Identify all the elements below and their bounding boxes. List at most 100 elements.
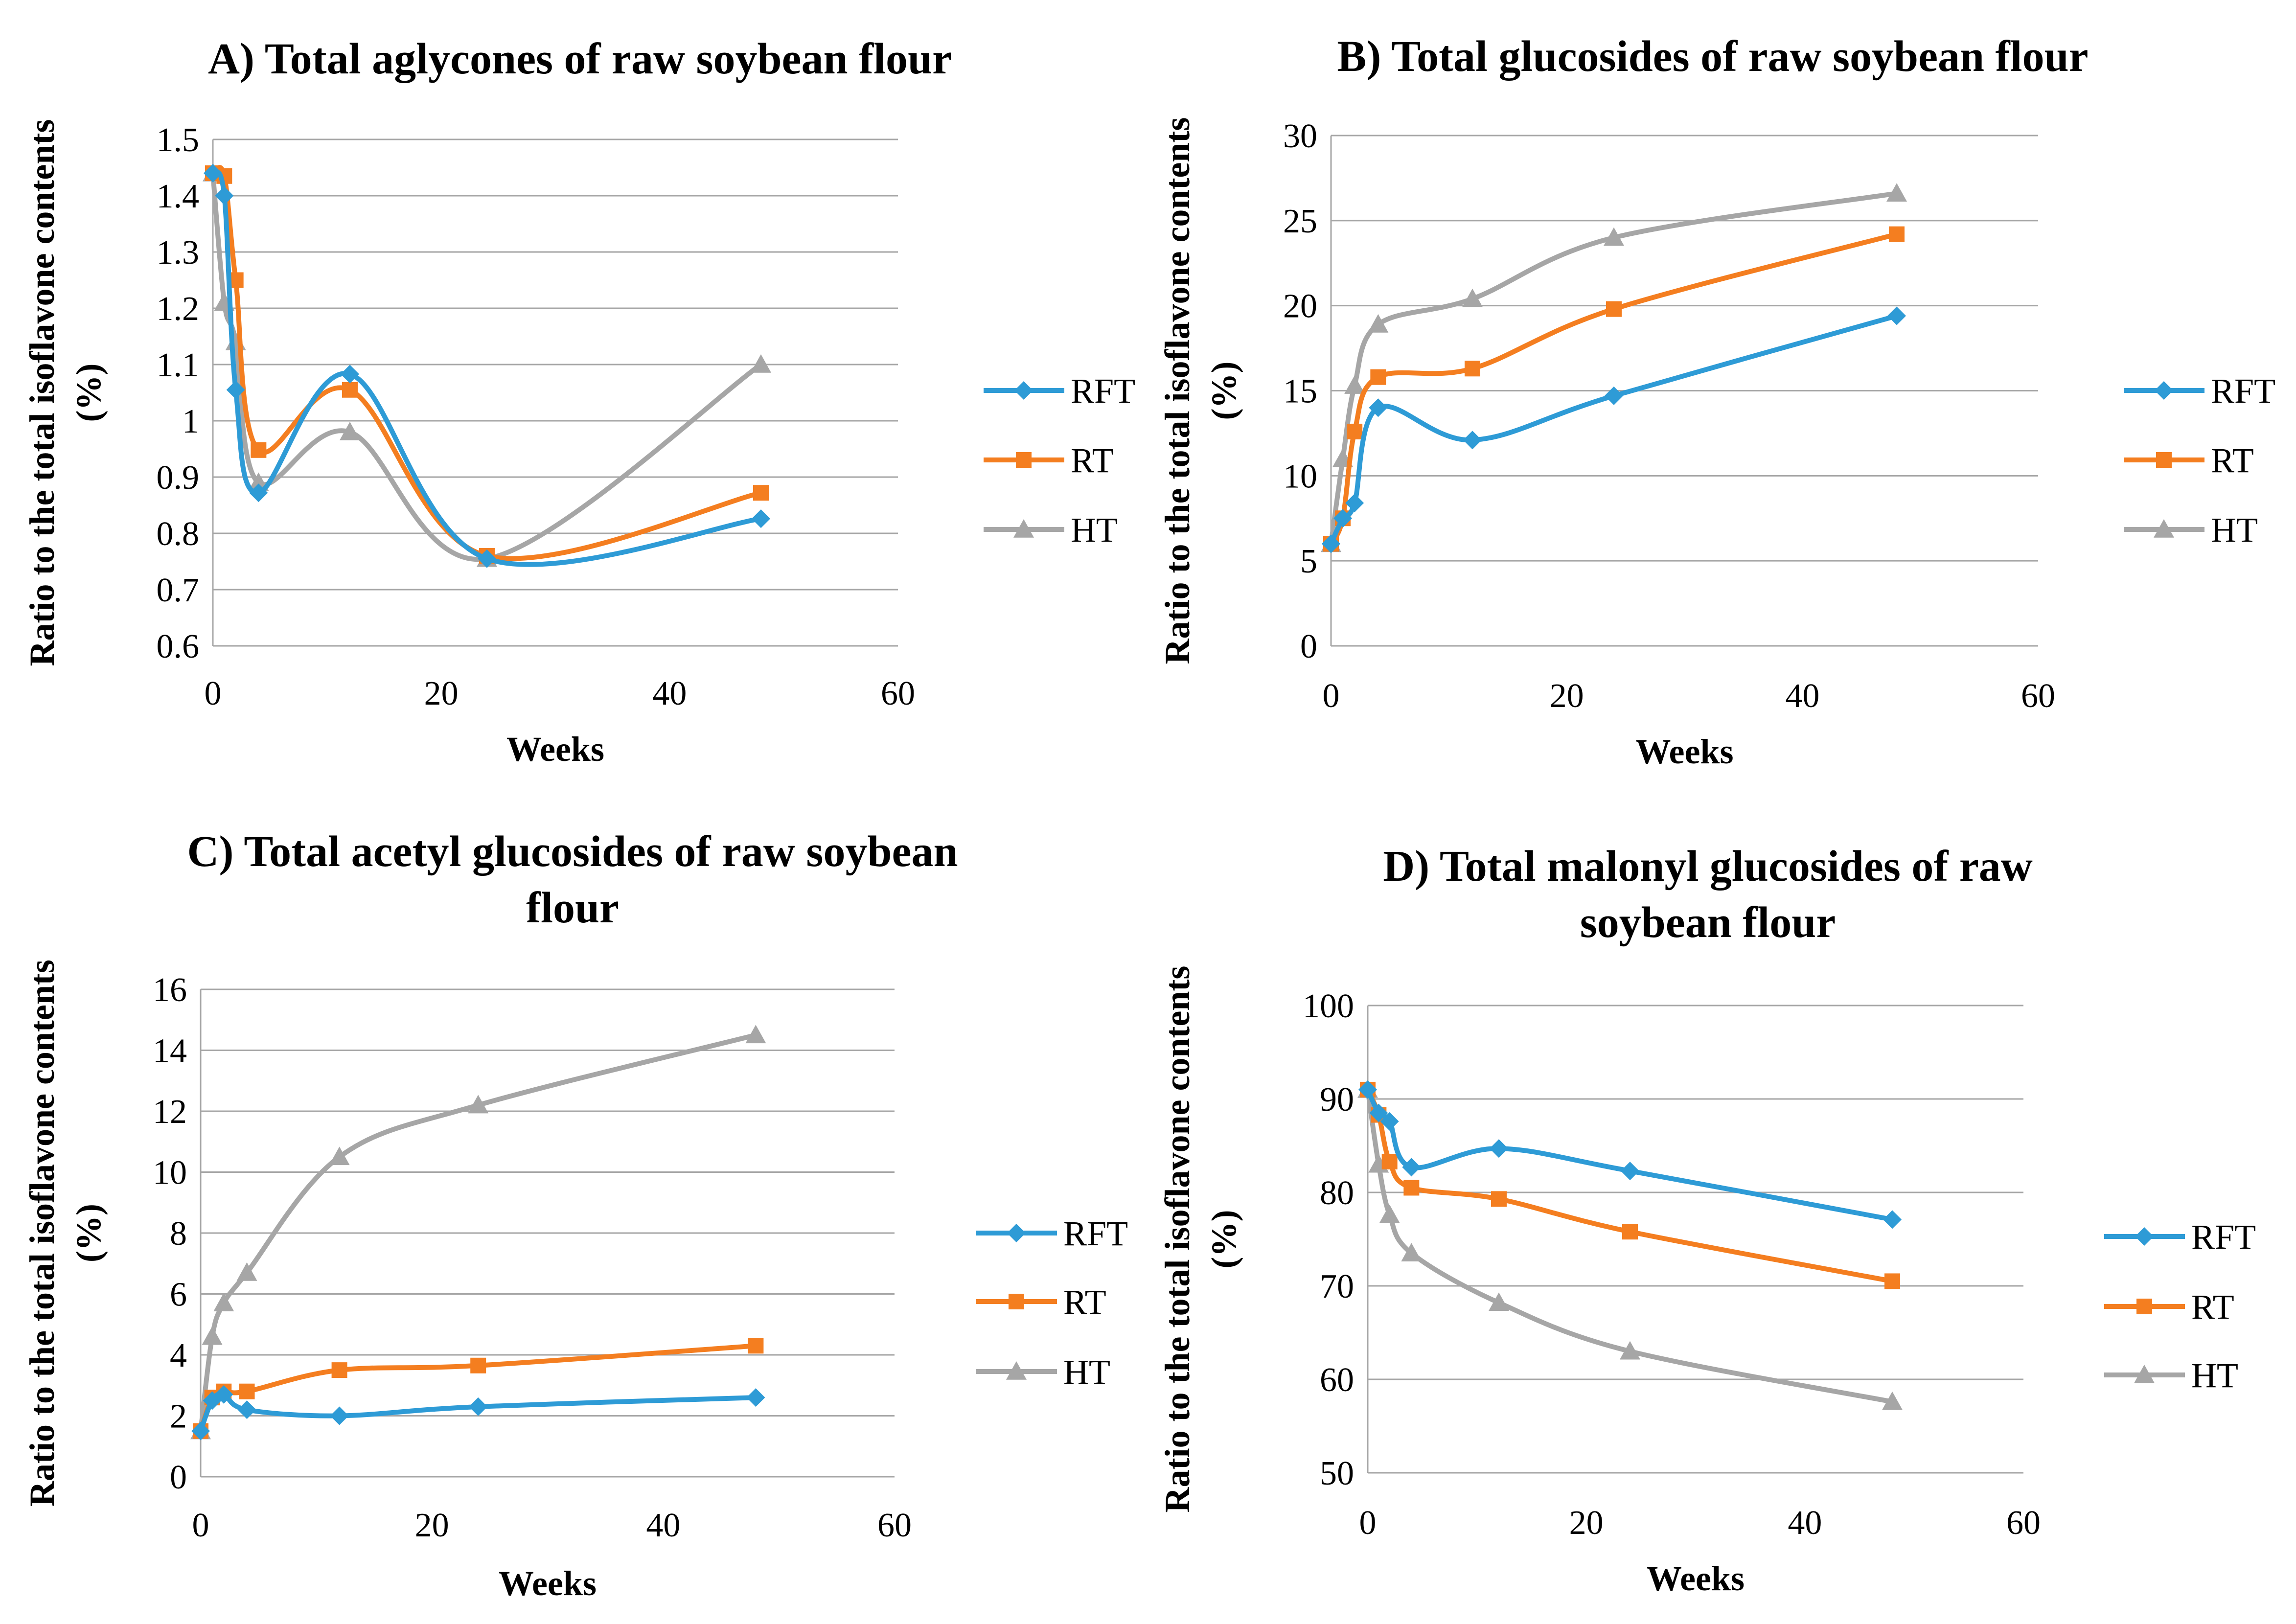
chart-a-x-axis-title: Weeks	[506, 730, 604, 769]
chart-d-y-tick-label: 60	[1320, 1361, 1354, 1399]
chart-a-line-rft	[210, 170, 763, 567]
chart-b-point-rft	[1605, 386, 1623, 405]
chart-c-x-tick-label: 0	[192, 1507, 209, 1544]
chart-b: B) Total glucosides of raw soybean flour…	[1158, 32, 2275, 771]
chart-a-y-tick-label: 1.3	[157, 234, 200, 272]
chart-d-x-tick-label: 40	[1788, 1504, 1822, 1542]
chart-c-point-rt	[470, 1357, 486, 1373]
chart-c-x-axis-title: Weeks	[499, 1564, 597, 1603]
legend-label: HT	[1063, 1352, 1110, 1392]
chart-a-point-rt	[342, 382, 358, 398]
chart-d-y-axis-title: Ratio to the total isoflavone contents	[1158, 966, 1197, 1513]
chart-b-point-ht	[1462, 288, 1483, 307]
chart-d-x-tick-label: 60	[2006, 1504, 2041, 1542]
chart-c-point-rft	[214, 1385, 233, 1404]
chart-b-y-tick-label: 15	[1283, 373, 1317, 411]
legend-marker	[2136, 1299, 2152, 1314]
chart-d-legend-entry-rt: RT	[2104, 1287, 2234, 1327]
chart-d-point-rt	[1403, 1180, 1420, 1196]
chart-c-y-tick-label: 2	[170, 1398, 187, 1436]
chart-b-line-ht	[1329, 191, 1899, 547]
chart-b-point-rt	[1889, 226, 1905, 242]
chart-d-point-rft	[1369, 1103, 1388, 1122]
chart-a-title-line: A) Total aglycones of raw soybean flour	[208, 35, 952, 83]
chart-d-y-axis-title: (%)	[1204, 1210, 1243, 1269]
chart-b-y-tick-label: 10	[1283, 457, 1317, 495]
chart-c-point-rft	[746, 1388, 765, 1407]
chart-d-point-rt	[1381, 1153, 1398, 1169]
chart-b-point-rt	[1347, 423, 1363, 439]
chart-b-point-ht	[1344, 375, 1365, 394]
chart-d-point-rft	[1380, 1112, 1399, 1131]
chart-b-y-tick-label: 20	[1283, 288, 1317, 325]
chart-d-x-axis-title: Weeks	[1647, 1559, 1745, 1598]
legend-label: RFT	[2211, 371, 2275, 411]
legend-marker	[1016, 452, 1032, 468]
chart-d-legend-entry-rft: RFT	[2104, 1217, 2256, 1257]
chart-b-x-tick-label: 0	[1323, 677, 1340, 715]
chart-a-y-tick-label: 1.4	[157, 178, 200, 215]
chart-b-x-tick-label: 60	[2021, 677, 2055, 715]
chart-c-point-rft	[469, 1397, 488, 1416]
chart-a-y-tick-label: 1.1	[157, 346, 200, 384]
chart-d-line-rft	[1365, 1087, 1895, 1222]
chart-b-line-rt	[1329, 231, 1899, 547]
chart-d-point-ht	[1620, 1341, 1640, 1360]
chart-c-legend-entry-ht: HT	[976, 1352, 1110, 1392]
chart-c-point-ht	[213, 1293, 234, 1311]
chart-d-title-line: soybean flour	[1580, 898, 1836, 947]
chart-b-point-rt	[1370, 369, 1386, 385]
chart-c-point-ht	[202, 1326, 223, 1345]
chart-c: C) Total acetyl glucosides of raw soybea…	[23, 827, 1128, 1603]
chart-a-y-tick-label: 1	[182, 403, 199, 440]
chart-a-point-rft	[752, 509, 770, 528]
chart-c-point-ht	[468, 1095, 489, 1114]
legend-marker	[1009, 1294, 1024, 1309]
chart-b-point-rt	[1465, 361, 1480, 377]
chart-d-y-tick-label: 50	[1320, 1455, 1354, 1492]
chart-c-point-rt	[331, 1362, 347, 1378]
chart-d-y-tick-label: 80	[1320, 1174, 1354, 1212]
chart-b-legend-entry-rft: RFT	[2124, 371, 2275, 411]
legend-label: RFT	[1071, 371, 1135, 411]
chart-b-x-tick-label: 40	[1785, 677, 1819, 715]
chart-b-line-rft	[1329, 313, 1899, 547]
chart-b-point-rft	[1463, 431, 1482, 450]
legend-marker	[1006, 1361, 1027, 1380]
chart-c-series-ht	[190, 1025, 766, 1440]
chart-d-series-rt	[1360, 1081, 1900, 1289]
legend-label: RT	[2211, 441, 2254, 480]
chart-a-line-rt	[210, 165, 763, 561]
chart-a-point-ht	[225, 332, 246, 350]
chart-a-point-rft	[215, 186, 234, 205]
chart-a-y-tick-label: 0.7	[157, 572, 200, 609]
chart-b-x-axis-title: Weeks	[1635, 732, 1733, 771]
chart-b-point-ht	[1604, 227, 1624, 246]
chart-a-y-tick-label: 0.8	[157, 515, 200, 553]
chart-c-y-tick-label: 14	[153, 1032, 187, 1070]
chart-c-y-axis-title: (%)	[69, 1204, 108, 1262]
chart-a-point-rft	[478, 549, 496, 568]
chart-a-point-rt	[251, 442, 267, 458]
chart-a-x-tick-label: 60	[881, 675, 915, 712]
chart-c-y-tick-label: 12	[153, 1093, 187, 1131]
chart-d-y-tick-label: 70	[1320, 1268, 1354, 1305]
chart-a-point-ht	[751, 354, 771, 373]
chart-c-x-tick-label: 20	[415, 1507, 449, 1544]
chart-c-point-ht	[236, 1262, 257, 1281]
legend-label: HT	[2191, 1356, 2238, 1395]
chart-c-x-tick-label: 40	[646, 1507, 680, 1544]
legend-label: RFT	[2191, 1217, 2256, 1257]
chart-b-series-ht	[1321, 183, 1907, 552]
chart-a-line-ht	[210, 171, 763, 562]
chart-a-y-tick-label: 0.6	[157, 628, 200, 665]
legend-label: RT	[1071, 441, 1114, 480]
chart-a-point-rft	[204, 164, 222, 183]
chart-b-point-rft	[1887, 306, 1906, 325]
chart-a-y-axis-title: Ratio to the total isoflavone contents	[23, 119, 62, 666]
chart-a-point-rft	[249, 483, 268, 503]
chart-c-point-ht	[329, 1146, 350, 1166]
legend-label: RT	[2191, 1287, 2234, 1327]
legend-label: HT	[2211, 510, 2258, 549]
